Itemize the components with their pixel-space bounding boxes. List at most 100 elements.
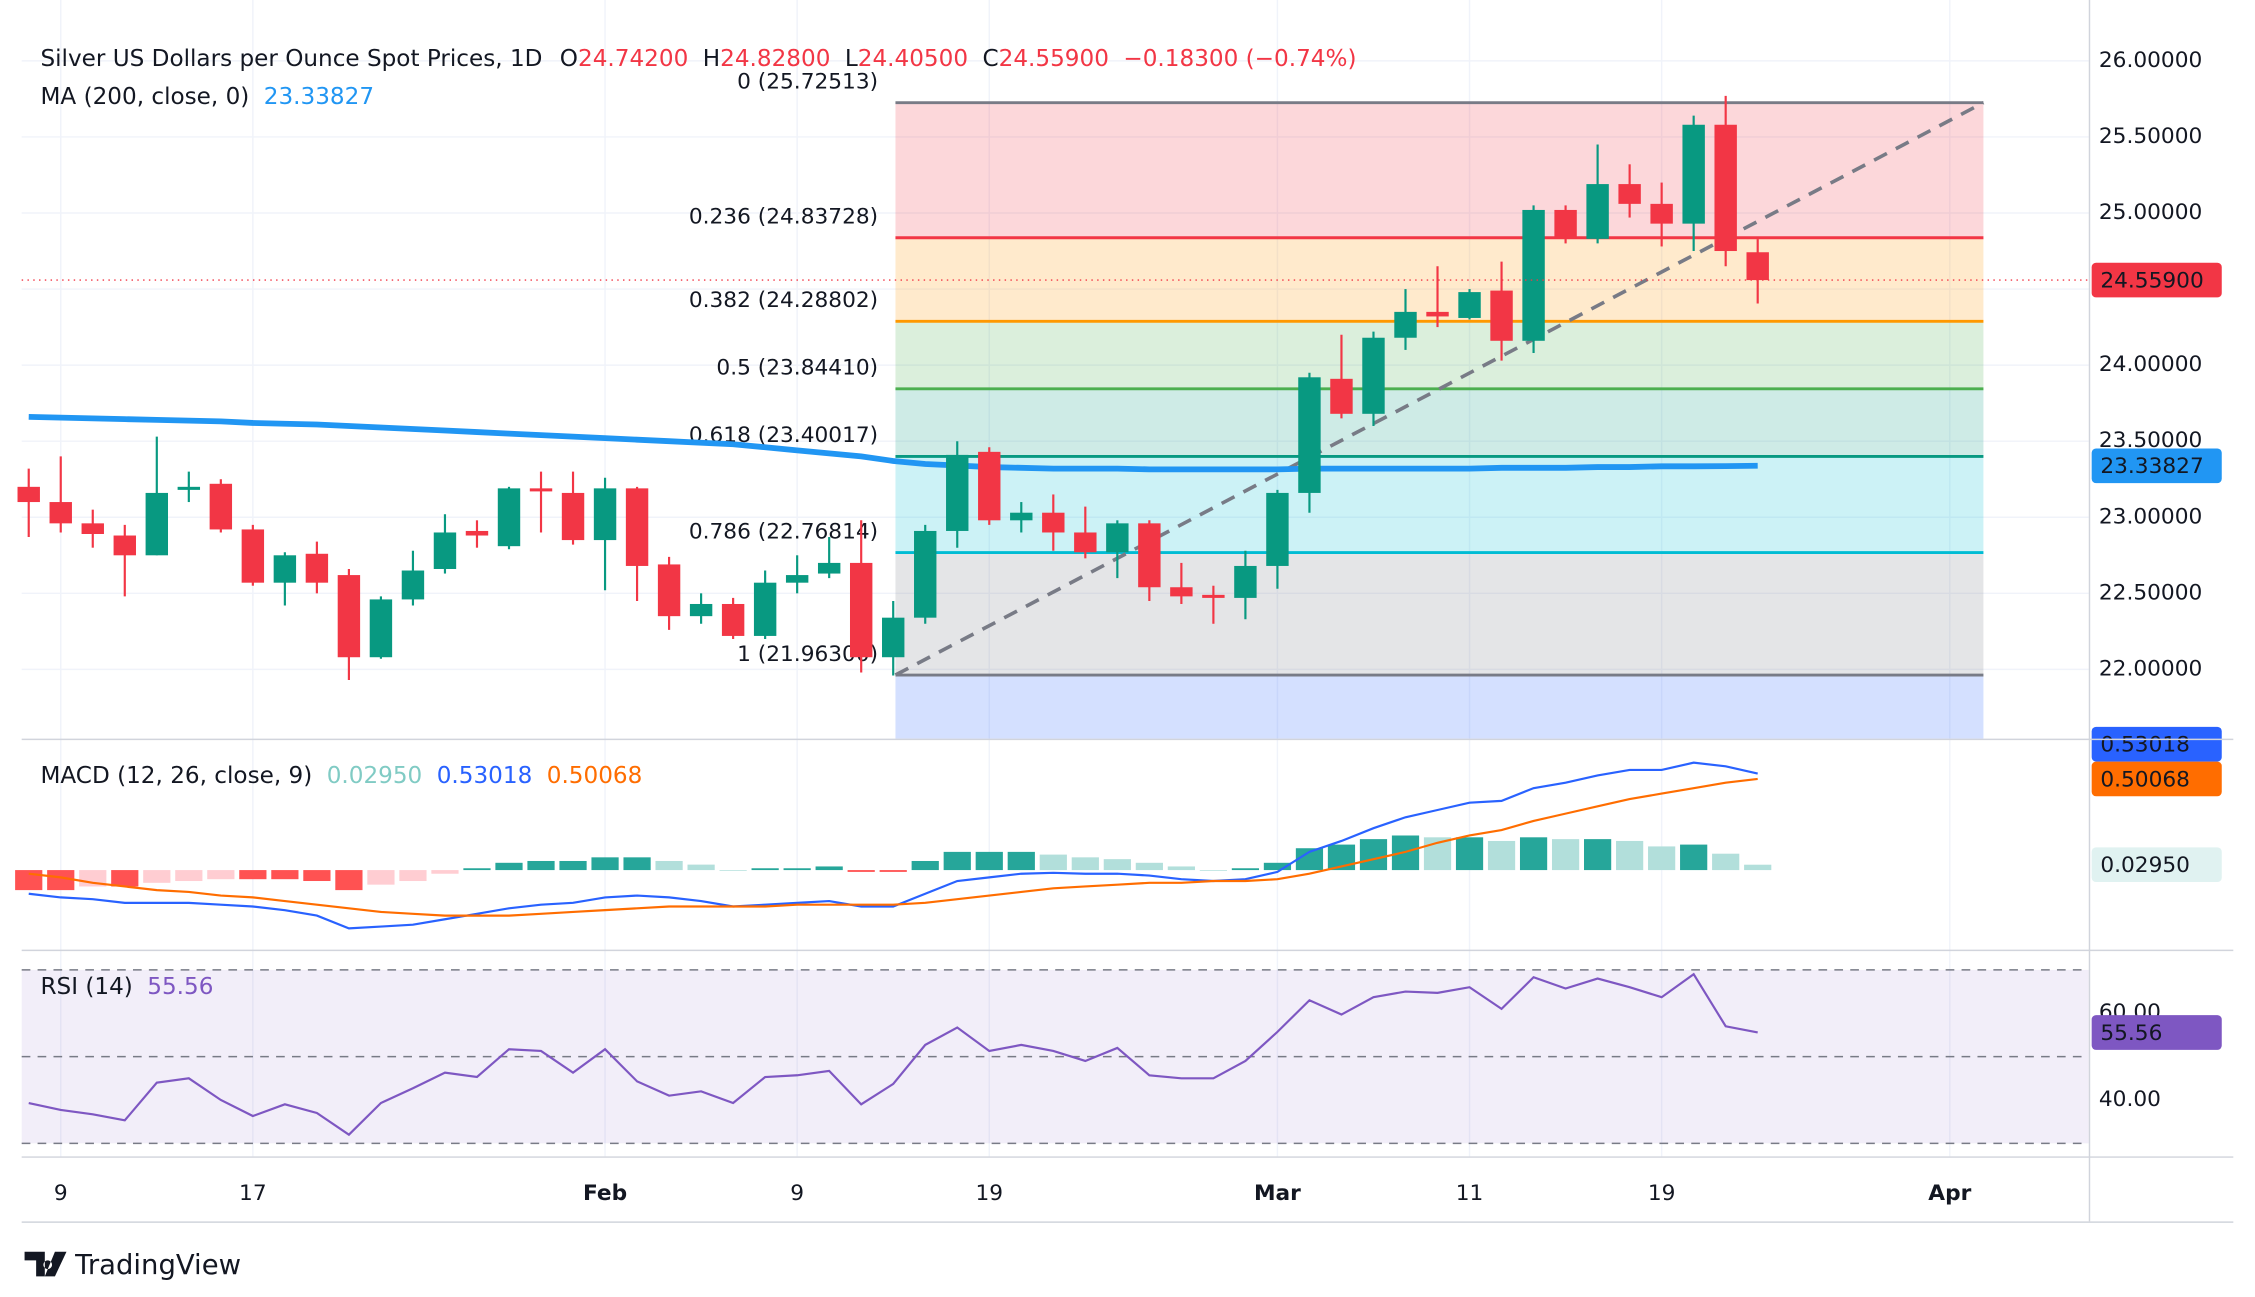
- histogram-bar: [463, 868, 491, 871]
- histogram-bar: [1680, 844, 1708, 871]
- ohlc-key: L: [845, 46, 858, 72]
- ma-legend: MA (200, close, 0) 23.33827: [40, 83, 374, 109]
- candle-body: [1138, 523, 1161, 588]
- candle-body: [1298, 377, 1321, 493]
- rsi-legend: RSI (14) 55.56: [40, 974, 213, 1000]
- candle-body: [145, 492, 169, 556]
- candle-body: [1234, 565, 1257, 598]
- histogram-bar: [847, 870, 875, 872]
- fib-label: 0 (25.72513): [737, 69, 878, 94]
- candle-body: [593, 488, 617, 541]
- candle-body: [1458, 292, 1481, 318]
- candle-body: [882, 617, 905, 658]
- candle-body: [978, 451, 1001, 521]
- histogram-bar: [335, 870, 363, 891]
- y-tick-label: 23.00000: [2099, 504, 2202, 529]
- y-tick-label: 26.00000: [2099, 48, 2202, 73]
- histogram-bar: [15, 870, 43, 891]
- candle-body: [817, 562, 841, 574]
- candle-body: [721, 603, 745, 636]
- candle-body: [177, 486, 201, 490]
- x-tick-label: 17: [239, 1181, 267, 1206]
- x-tick-label: 9: [790, 1181, 804, 1206]
- value-box: [2091, 847, 2222, 883]
- fib-zone: [895, 552, 1984, 676]
- value-box: [2091, 726, 2222, 762]
- macd-title: MACD (12, 26, close, 9): [40, 763, 312, 789]
- y-tick-label: 25.00000: [2099, 200, 2202, 225]
- candle-body: [1202, 594, 1225, 598]
- histogram-bar: [1007, 851, 1035, 871]
- candle-body: [49, 502, 72, 524]
- candle-body: [1426, 311, 1449, 317]
- histogram-value: 0.02950: [327, 763, 423, 789]
- histogram-bar: [1359, 839, 1388, 871]
- candle-body: [1650, 203, 1673, 224]
- histogram-bar: [559, 860, 587, 871]
- candle-body: [273, 555, 297, 583]
- candle-body: [1170, 587, 1193, 597]
- histogram-bar: [1487, 840, 1516, 871]
- ma-line: [28, 413, 1758, 473]
- candle-body: [1714, 124, 1737, 252]
- signal-line: [28, 777, 1758, 917]
- y-tick-label: 40.00: [2099, 1087, 2161, 1112]
- header: Silver US Dollars per Ounce Spot Prices,…: [40, 46, 1356, 72]
- histogram-bar: [911, 860, 939, 871]
- histogram-bar: [495, 862, 523, 871]
- histogram-bar: [239, 870, 267, 880]
- candle-body: [785, 575, 809, 583]
- candle-body: [337, 575, 361, 658]
- x-tick-label: 9: [54, 1181, 68, 1206]
- y-tick-label: 25.50000: [2099, 124, 2202, 149]
- histogram-bar: [111, 870, 139, 887]
- histogram-bar: [143, 870, 171, 883]
- value-box: [2091, 448, 2222, 484]
- ohlc-value: 24.55900: [999, 46, 1109, 72]
- candle-body: [1074, 532, 1097, 553]
- macd-value: 0.53018: [437, 763, 533, 789]
- title: Silver US Dollars per Ounce Spot Prices,…: [40, 46, 542, 72]
- macd-legend: MACD (12, 26, close, 9) 0.02950 0.53018 0.5…: [40, 763, 642, 789]
- histogram-bar: [1135, 862, 1163, 871]
- histogram-bar: [175, 870, 203, 882]
- histogram-bar: [1616, 840, 1644, 871]
- candle-body: [1586, 184, 1609, 239]
- logo-mark: [24, 1251, 67, 1277]
- candle-body: [1106, 523, 1129, 553]
- y-tick-label: 24.00000: [2099, 352, 2202, 377]
- fib-trend-line: [894, 101, 1985, 677]
- candle-body: [305, 553, 329, 583]
- fib-label: 0.5 (23.84410): [716, 356, 878, 381]
- candle-body: [657, 564, 681, 617]
- histogram-bar: [527, 860, 555, 871]
- candle-body: [1746, 252, 1769, 281]
- histogram-bar: [1584, 839, 1612, 871]
- candle-body: [849, 562, 873, 658]
- histogram-bar: [1071, 857, 1099, 871]
- ohlc-value: 24.74200: [578, 46, 688, 72]
- histogram-bar: [751, 868, 779, 871]
- x-tick-label: Mar: [1254, 1181, 1301, 1206]
- histogram-bar: [1648, 846, 1676, 871]
- ma-value: 23.33827: [264, 83, 374, 109]
- histogram-bar: [1039, 854, 1067, 871]
- histogram-bar: [1231, 868, 1260, 871]
- value-box-label: 23.33827: [2100, 454, 2203, 479]
- histogram-bar: [719, 870, 747, 871]
- candle-body: [433, 532, 457, 569]
- histogram-bar: [1551, 839, 1580, 871]
- histogram-bar: [943, 851, 971, 871]
- y-tick-label: 22.00000: [2099, 656, 2202, 681]
- histogram-bar: [783, 868, 811, 871]
- value-box-label: 0.02950: [2100, 853, 2190, 878]
- candle-body: [1394, 311, 1417, 338]
- candle-body: [1554, 209, 1577, 239]
- histogram-bar: [1103, 859, 1131, 871]
- histogram-bar: [879, 870, 907, 872]
- x-tick-label: 11: [1456, 1181, 1484, 1206]
- rsi-line: [28, 972, 1758, 1137]
- fib-label: 0.382 (24.28802): [689, 288, 878, 313]
- ohlc-value: 24.82800: [720, 46, 830, 72]
